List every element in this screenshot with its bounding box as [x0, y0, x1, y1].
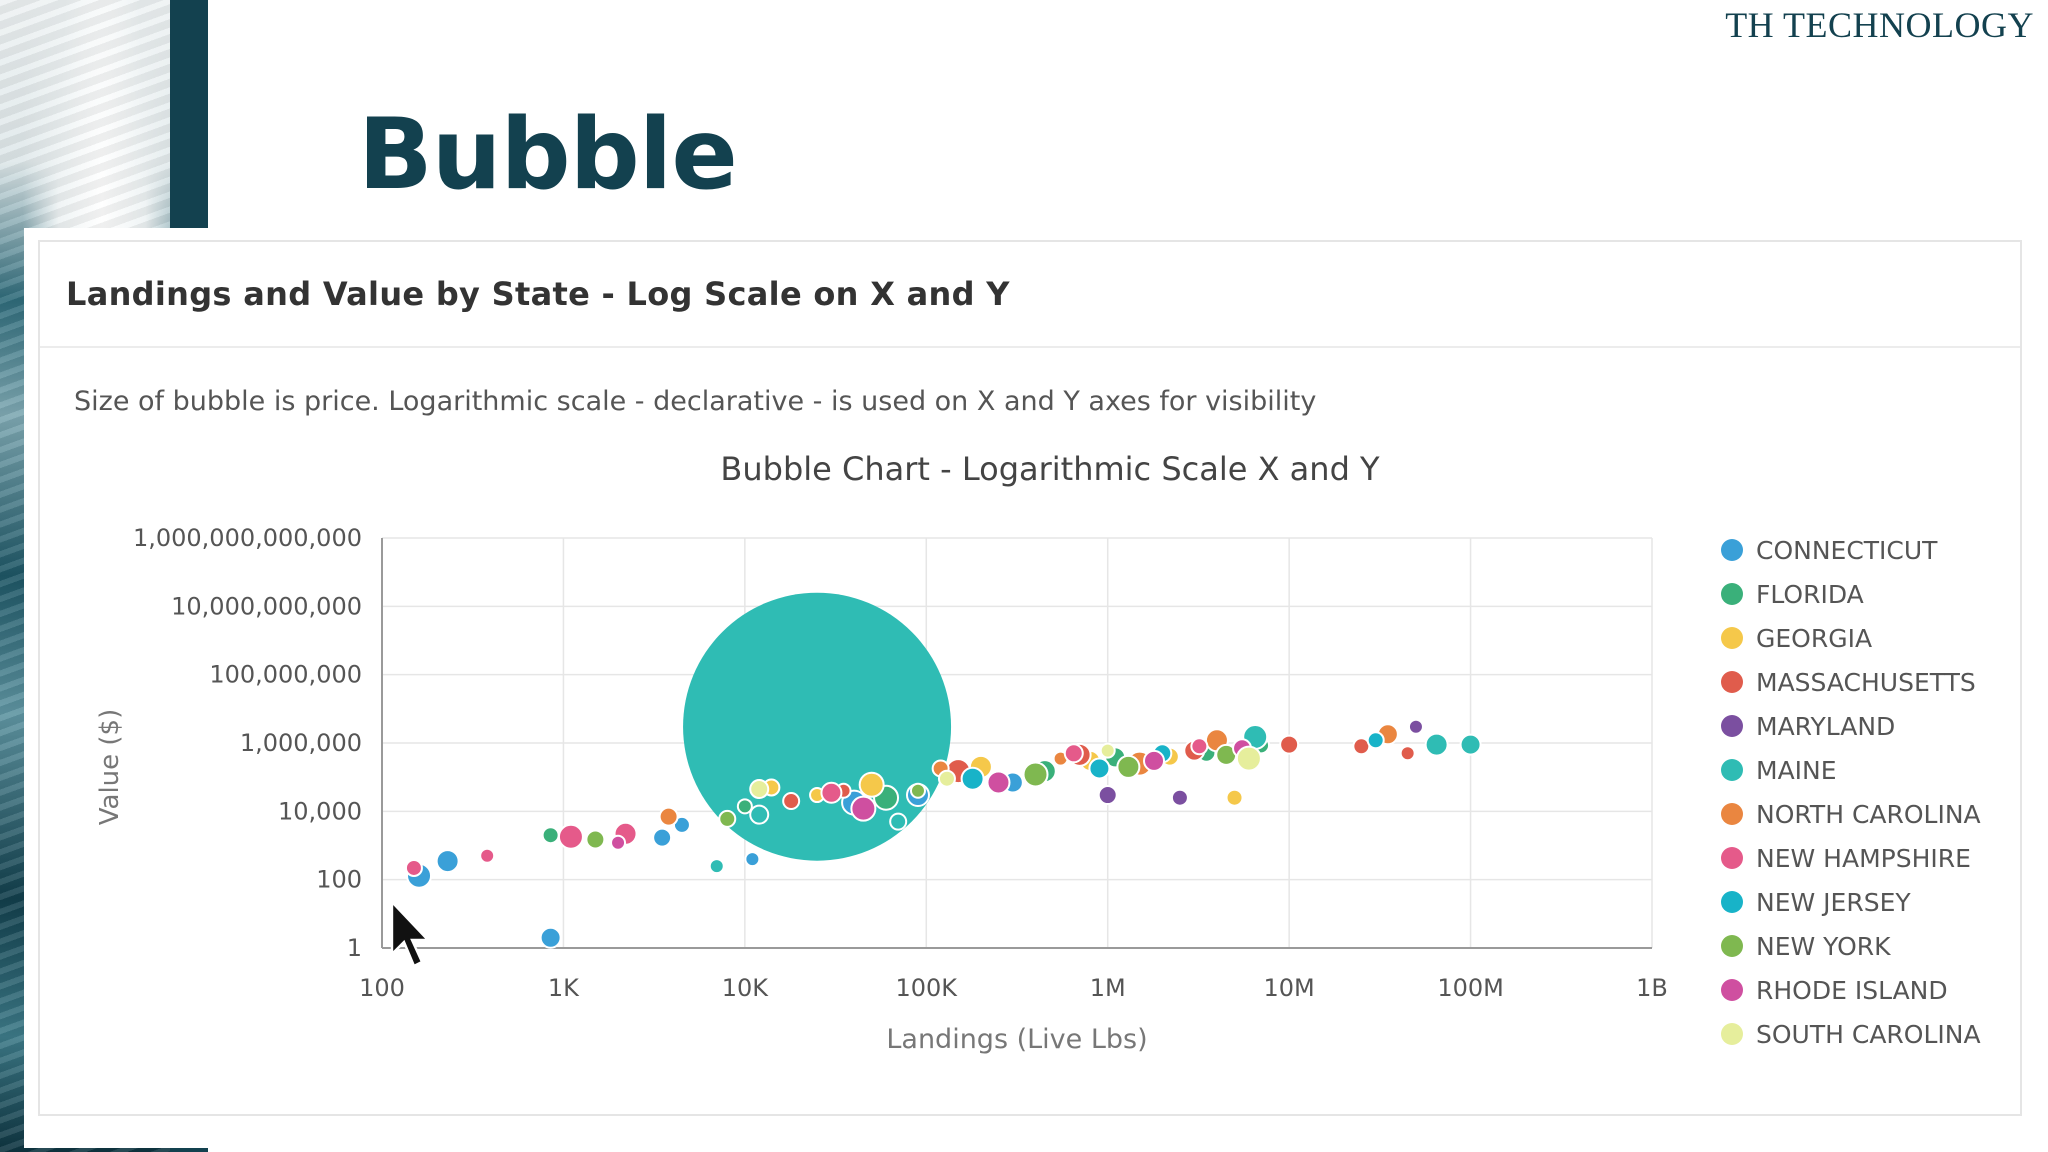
- y-tick-label: 10,000: [278, 797, 362, 825]
- x-tick-label: 100K: [896, 974, 959, 1002]
- bubble-point: [749, 779, 770, 800]
- legend-marker-icon: [1721, 671, 1743, 693]
- legend-item-label: NEW YORK: [1756, 932, 1891, 961]
- bubble-point: [1459, 733, 1482, 756]
- x-tick-label: 1K: [548, 974, 580, 1002]
- chart-legend: CONNECTICUT FLORIDA GEORGIA MASSACHUSETTS MA…: [1721, 536, 1981, 1049]
- legend-marker-icon: [1721, 891, 1743, 913]
- y-tick-label: 1,000,000: [240, 729, 362, 757]
- bubble-point: [1099, 742, 1116, 759]
- bubble-point: [744, 851, 761, 868]
- chart-card: Landings and Value by State - Log Scale …: [38, 240, 2022, 1116]
- legend-item-label: NEW JERSEY: [1756, 888, 1911, 917]
- bubble-point: [585, 829, 606, 850]
- legend-marker-icon: [1721, 935, 1743, 957]
- x-tick-label: 10K: [722, 974, 770, 1002]
- bubble-point: [539, 926, 562, 949]
- bubble-point: [889, 812, 908, 831]
- legend-item-label: RHODE ISLAND: [1756, 976, 1948, 1005]
- x-tick-label: 100: [359, 974, 405, 1002]
- legend-item-label: NORTH CAROLINA: [1756, 800, 1981, 829]
- bubble-point: [404, 858, 423, 877]
- x-tick-label: 1B: [1636, 974, 1668, 1002]
- bubble-point: [909, 782, 926, 799]
- bubble-point: [1190, 737, 1209, 756]
- bubble-point: [557, 823, 584, 850]
- legend-marker-icon: [1721, 715, 1743, 737]
- chart-title: Bubble Chart - Logarithmic Scale X and Y: [720, 450, 1380, 488]
- mouse-cursor-icon: [390, 900, 431, 968]
- legend-marker-icon: [1721, 803, 1743, 825]
- bubble-point: [658, 806, 679, 827]
- x-axis-ticks: 100 1K 10K 100K 1M 10M 100M 1B: [359, 974, 1668, 1002]
- bubble-point: [541, 826, 560, 845]
- bubble-point: [1225, 788, 1244, 807]
- bubble-point: [435, 849, 460, 874]
- legend-item-label: NEW HAMPSHIRE: [1756, 844, 1971, 873]
- bubble-layer: [404, 592, 1482, 949]
- bubble-point: [736, 798, 753, 815]
- card-subtitle: Size of bubble is price. Logarithmic sca…: [74, 386, 1317, 417]
- card-header: Landings and Value by State - Log Scale …: [40, 242, 2020, 348]
- y-axis-ticks: 1 100 10,000 1,000,000 100,000,000 10,000,000…: [133, 524, 362, 962]
- bubble-point: [782, 792, 801, 811]
- x-tick-label: 100M: [1437, 974, 1504, 1002]
- y-tick-label: 100,000,000: [209, 661, 362, 689]
- bubble-point: [986, 770, 1011, 795]
- bubble-point: [749, 804, 770, 825]
- bubble-point: [1022, 761, 1049, 788]
- legend-marker-icon: [1721, 627, 1743, 649]
- y-axis-label: Value ($): [95, 709, 125, 826]
- bubble-point: [1063, 743, 1084, 764]
- legend-item-label: MARYLAND: [1756, 712, 1895, 741]
- slide-title: Bubble: [358, 98, 738, 212]
- y-tick-label: 1,000,000,000,000: [133, 524, 362, 552]
- x-axis-label: Landings (Live Lbs): [886, 1024, 1147, 1055]
- bubble-point: [1399, 745, 1416, 762]
- bubble-point: [1097, 785, 1118, 806]
- bubble-point: [960, 766, 985, 791]
- bubble-point: [937, 769, 956, 788]
- bubble-point: [1235, 745, 1262, 772]
- bubble-point: [610, 834, 627, 851]
- x-tick-label: 10M: [1264, 974, 1315, 1002]
- bubble-point: [1279, 734, 1300, 755]
- bubble-point: [1407, 718, 1424, 735]
- bubble-point: [479, 847, 496, 864]
- x-tick-label: 1M: [1090, 974, 1126, 1002]
- bubble-point: [1143, 749, 1166, 772]
- bubble-point: [718, 809, 737, 828]
- y-tick-label: 1: [347, 934, 362, 962]
- y-tick-label: 10,000,000,000: [171, 592, 362, 620]
- bubble-point: [652, 827, 673, 848]
- brand-logo: TH TECHNOLOGY: [1725, 5, 2034, 45]
- legend-marker-icon: [1721, 539, 1743, 561]
- bubble-point: [1088, 757, 1111, 780]
- legend-item-label: CONNECTICUT: [1756, 536, 1938, 565]
- legend-marker-icon: [1721, 759, 1743, 781]
- legend-marker-icon: [1721, 583, 1743, 605]
- bubble-point: [1366, 731, 1385, 750]
- legend-marker-icon: [1721, 847, 1743, 869]
- legend-item-label: GEORGIA: [1756, 624, 1872, 653]
- bubble-point: [1170, 788, 1189, 807]
- legend-marker-icon: [1721, 1023, 1743, 1045]
- bubble-point: [820, 781, 843, 804]
- bubble-point: [1424, 732, 1449, 757]
- bubble-point: [1116, 754, 1141, 779]
- legend-item-label: MAINE: [1756, 756, 1837, 785]
- legend-item-label: FLORIDA: [1756, 580, 1864, 609]
- accent-bar: [170, 0, 208, 232]
- legend-marker-icon: [1721, 979, 1743, 1001]
- bubble-chart: 100 1K 10K 100K 1M 10M 100M 1B 1 100 10,000 1,000,…: [95, 524, 1981, 1055]
- y-tick-label: 100: [316, 866, 362, 894]
- bubble-point: [850, 795, 877, 822]
- bubble-point: [708, 858, 725, 875]
- legend-item-label: MASSACHUSETTS: [1756, 668, 1976, 697]
- bubble-point: [858, 771, 885, 798]
- legend-item-label: SOUTH CAROLINA: [1756, 1020, 1981, 1049]
